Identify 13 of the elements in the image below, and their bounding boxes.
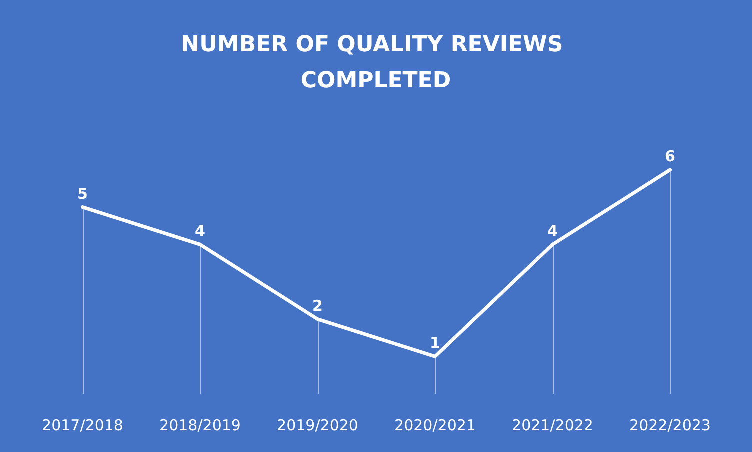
- x-tick-label: 2022/2023: [630, 416, 711, 434]
- data-label: 4: [195, 222, 206, 240]
- data-label: 6: [665, 148, 676, 166]
- data-label: 2: [312, 296, 323, 315]
- x-tick-label: 2020/2021: [394, 416, 476, 434]
- data-label: 5: [78, 184, 88, 203]
- x-tick-label: 2019/2020: [277, 416, 358, 434]
- data-label: 4: [548, 222, 558, 240]
- x-tick-label: 2017/2018: [42, 416, 124, 434]
- chart-title: NUMBER OF QUALITY REVIEWS COMPLETED: [181, 32, 571, 94]
- x-tick-label: 2018/2019: [160, 416, 241, 434]
- x-tick-label: 2021/2022: [512, 416, 594, 434]
- data-label: 1: [430, 334, 440, 352]
